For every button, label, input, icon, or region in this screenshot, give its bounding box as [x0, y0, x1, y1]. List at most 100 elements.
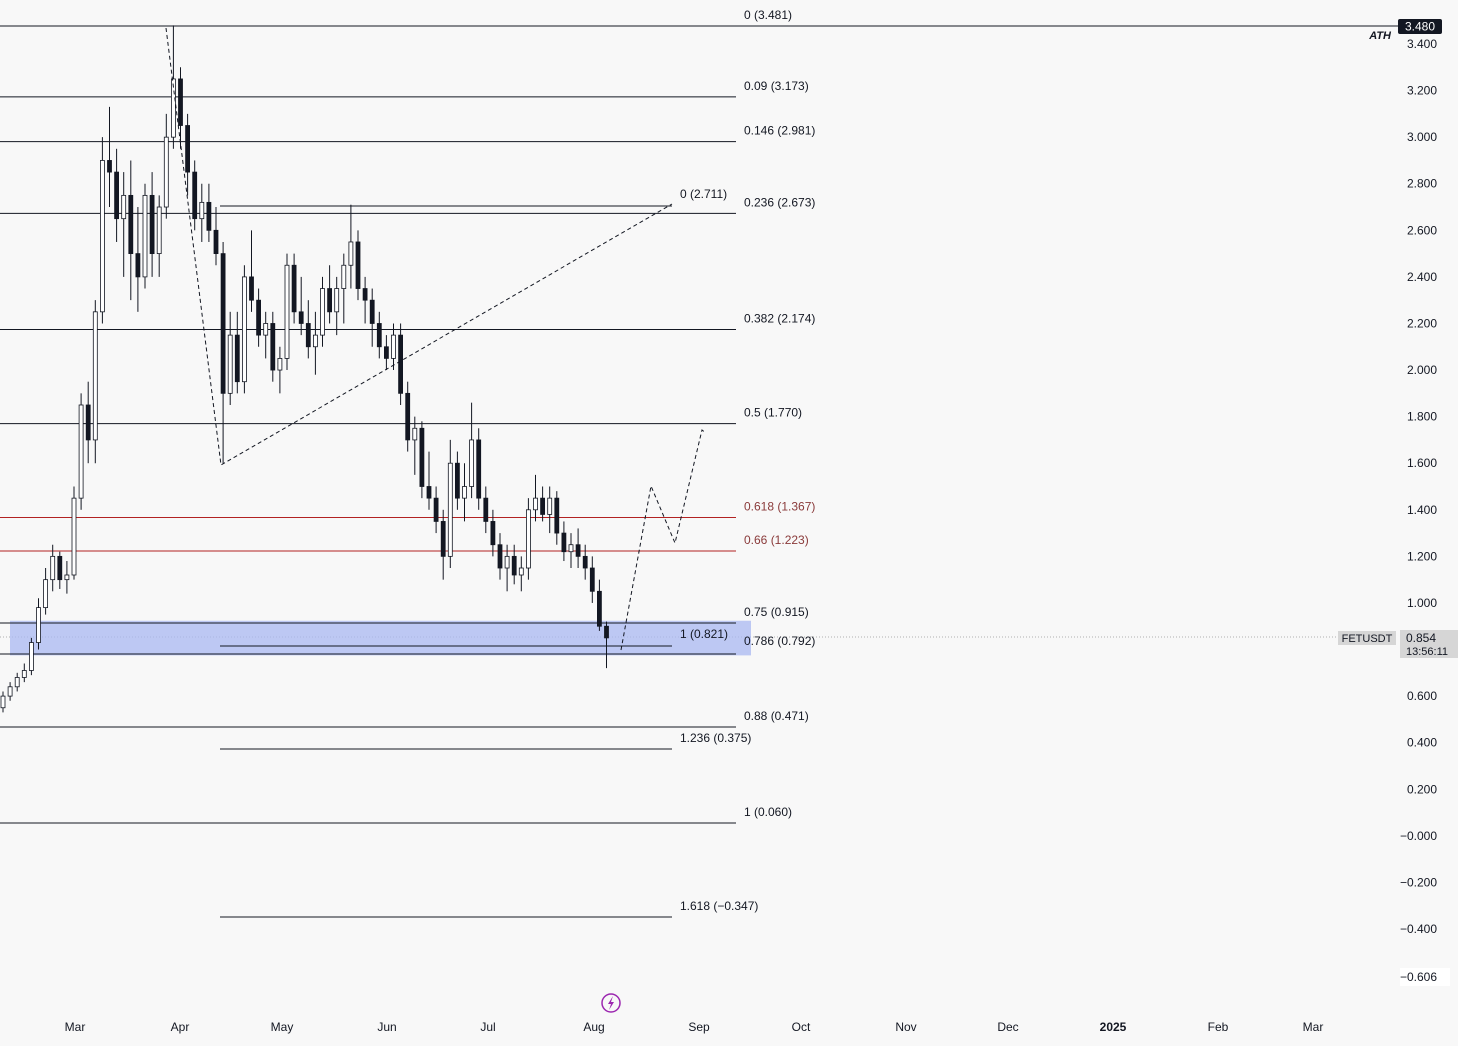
candle-body — [213, 229, 219, 255]
candle-body — [284, 264, 290, 359]
candle-body — [369, 299, 375, 324]
candle-body — [142, 194, 148, 278]
candle-body — [192, 171, 198, 220]
candle-body — [71, 497, 77, 576]
candle-body — [170, 78, 176, 138]
fib-level-label: 0.66 (1.223) — [744, 533, 809, 547]
candle-body — [100, 160, 105, 313]
last-price-value: 0.854 — [1406, 631, 1436, 645]
price-tick: 2.200 — [1407, 316, 1437, 330]
month-tick: Jul — [480, 1020, 495, 1034]
candle-body — [107, 160, 112, 173]
candle-body — [554, 497, 560, 534]
candle-body — [114, 171, 119, 220]
candle-body — [383, 346, 389, 359]
price-tick: 3.000 — [1407, 130, 1437, 144]
candle-body — [362, 288, 368, 301]
candle-body — [263, 323, 269, 336]
price-tick: 3.400 — [1407, 37, 1437, 51]
candle-body — [504, 555, 510, 569]
fib-level-label: 0.09 (3.173) — [744, 79, 809, 93]
price-tick: 1.600 — [1407, 456, 1437, 470]
price-tick: 2.400 — [1407, 270, 1437, 284]
month-tick: Nov — [895, 1020, 916, 1034]
candle-body — [128, 194, 134, 255]
candle-body — [483, 497, 489, 522]
candle-body — [348, 241, 354, 266]
fib-retracement[interactable]: 0 (3.481) 0.09 (3.173) 0.146 (2.981) 0.236 … — [0, 8, 815, 824]
candle-body — [149, 194, 155, 255]
price-tick: 2.600 — [1407, 223, 1437, 237]
price-tick: −0.000 — [1400, 829, 1437, 843]
fib-level-label: 0.382 (2.174) — [744, 312, 815, 326]
candle-body — [440, 521, 446, 557]
candle-body — [568, 544, 574, 553]
candle-body — [185, 125, 191, 173]
candle-body — [14, 677, 20, 688]
candle-body — [36, 607, 41, 643]
fib-level-label: 0.75 (0.915) — [744, 605, 809, 619]
month-tick: Apr — [171, 1020, 190, 1034]
ath-label: ATH — [1368, 30, 1392, 42]
candle-body — [476, 439, 482, 499]
candle-body — [454, 462, 460, 499]
candle-body — [92, 311, 98, 441]
candle-body — [199, 201, 205, 220]
support-zone[interactable] — [10, 620, 751, 656]
candle-body — [291, 264, 297, 313]
bar-countdown: 13:56:11 — [1406, 646, 1448, 658]
fib-level-label: 1 (0.060) — [744, 805, 792, 819]
month-tick: Oct — [792, 1020, 811, 1034]
candle-body — [327, 288, 333, 313]
candle-body — [50, 555, 56, 581]
candle-body — [298, 311, 304, 324]
candle-body — [405, 392, 411, 441]
candle-body — [376, 323, 382, 348]
candle-body — [604, 625, 609, 639]
candle-body — [575, 544, 581, 557]
fib-level-label: 0.146 (2.981) — [744, 124, 815, 138]
candle-body — [121, 194, 127, 220]
fib-level-label: 0.88 (0.471) — [744, 709, 809, 723]
candle-body — [511, 555, 517, 576]
candle-body — [518, 567, 524, 576]
candle-body — [156, 206, 162, 255]
candle-body — [490, 521, 496, 546]
candle-body — [64, 574, 70, 581]
price-tick: 0.400 — [1407, 736, 1437, 750]
price-axis[interactable]: 3.400 3.200 3.000 2.800 2.600 2.400 2.200 2.000… — [1400, 37, 1450, 986]
candle-body — [43, 579, 48, 609]
candle-body — [85, 404, 91, 441]
candle-body — [540, 497, 545, 515]
candle-body — [220, 253, 226, 394]
fib-level-label: 0.236 (2.673) — [744, 195, 815, 209]
month-tick: Aug — [583, 1020, 604, 1034]
candle-body — [0, 695, 6, 709]
candle-body — [305, 323, 311, 348]
fib-extension-label: 1 (0.821) — [680, 627, 728, 641]
candle-body — [433, 497, 439, 522]
fib-extension[interactable]: 0 (2.711) 1 (0.821) 1.236 (0.375) 1.618 (−0… — [220, 187, 758, 918]
candle-body — [419, 427, 425, 487]
candle-body — [21, 670, 27, 678]
symbol-badge: FETUSDT — [1342, 633, 1393, 645]
month-tick: Mar — [1303, 1020, 1324, 1034]
support-zone-rect[interactable] — [10, 620, 751, 656]
lightning-icon[interactable] — [601, 993, 621, 1013]
price-tick: 2.800 — [1407, 177, 1437, 191]
candles — [0, 25, 609, 713]
candle-body — [234, 334, 240, 383]
candle-body — [341, 264, 347, 289]
month-tick: Sep — [688, 1020, 710, 1034]
candle-body — [270, 323, 276, 371]
candle-body — [526, 509, 531, 569]
triangle-projection — [165, 27, 673, 466]
candle-body — [28, 642, 34, 671]
time-axis[interactable]: Mar Apr May Jun Jul Aug Sep Oct Nov Dec 2025 Feb Mar — [65, 1020, 1324, 1034]
axis-min-bg — [1400, 967, 1450, 986]
month-tick: May — [271, 1020, 294, 1034]
candle-body — [320, 288, 325, 336]
candle-body — [241, 276, 247, 383]
candle-body — [206, 201, 212, 231]
